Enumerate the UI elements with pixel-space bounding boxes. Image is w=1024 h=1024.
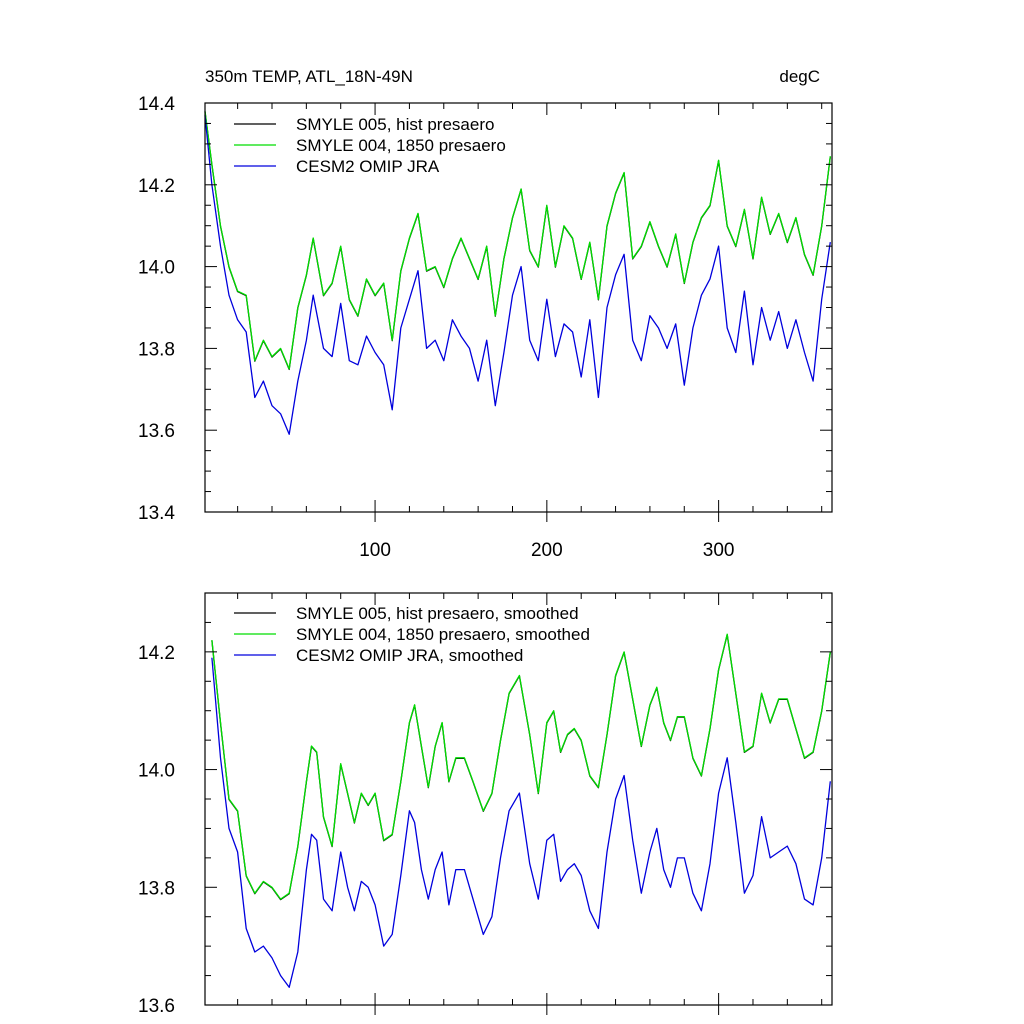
legend-label: SMYLE 005, hist presaero — [296, 115, 494, 134]
legend-label: CESM2 OMIP JRA, smoothed — [296, 646, 523, 665]
plot-frame — [204, 102, 833, 513]
chart-panel-top: 350m TEMP, ATL_18N-49N degC 13.4 13.6 13.8… — [138, 67, 833, 561]
y-tick-label: 13.4 — [138, 503, 175, 524]
y-tick-label: 14.4 — [138, 94, 175, 115]
y-tick-label: 13.8 — [138, 878, 175, 899]
y-tick-label: 13.6 — [138, 996, 175, 1017]
series-line-3 — [211, 657, 831, 988]
legend-label: SMYLE 005, hist presaero, smoothed — [296, 604, 579, 623]
y-tick-label: 13.8 — [138, 339, 175, 360]
y-tick-label: 14.0 — [138, 761, 175, 782]
x-tick-label: 300 — [703, 540, 735, 561]
y-tick-label: 14.2 — [138, 176, 175, 197]
series-line-3 — [204, 115, 831, 435]
series-line-2 — [211, 633, 831, 900]
axis-ticks: 13.4 13.6 13.8 14.0 14.2 14.4 100 200 300 — [138, 94, 832, 561]
plot-frame — [204, 592, 833, 1006]
series-line-2 — [204, 111, 831, 370]
legend-label: SMYLE 004, 1850 presaero — [296, 136, 506, 155]
legend: SMYLE 005, hist presaero SMYLE 004, 1850… — [234, 115, 506, 176]
legend: SMYLE 005, hist presaero, smoothed SMYLE… — [234, 604, 590, 665]
y-tick-label: 14.0 — [138, 258, 175, 279]
legend-label: CESM2 OMIP JRA — [296, 157, 440, 176]
series-group — [204, 111, 831, 435]
series-line-1 — [211, 634, 831, 901]
series-group — [211, 633, 831, 988]
legend-label: SMYLE 004, 1850 presaero, smoothed — [296, 625, 590, 644]
chart-title-right: degC — [779, 67, 820, 86]
x-tick-label: 200 — [531, 540, 563, 561]
chart-title-left: 350m TEMP, ATL_18N-49N — [205, 67, 413, 86]
chart-panel-bottom: 13.6 13.8 14.0 14.2 SMYLE 005, hist presaer… — [138, 592, 833, 1017]
x-tick-label: 100 — [359, 540, 391, 561]
y-tick-label: 13.6 — [138, 421, 175, 442]
y-tick-label: 14.2 — [138, 643, 175, 664]
